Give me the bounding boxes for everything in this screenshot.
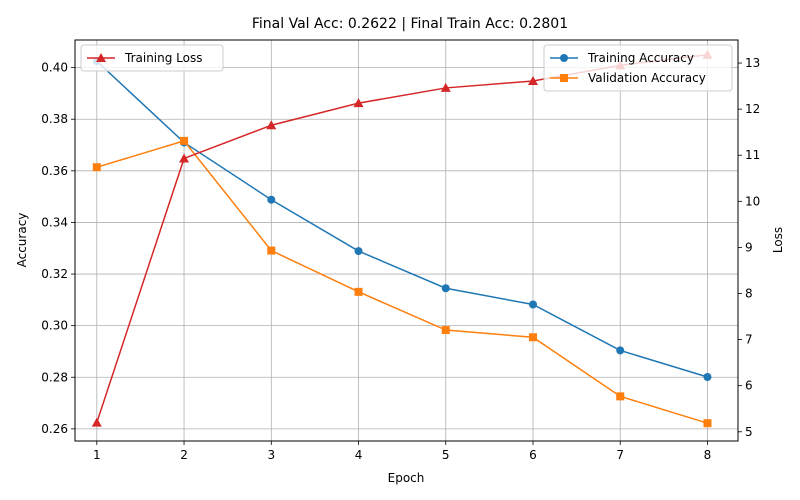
data-point: [440, 82, 451, 92]
legend-swatch-marker: [560, 74, 568, 82]
data-point: [179, 153, 190, 163]
data-point: [441, 284, 450, 293]
y-right-tick-label: 7: [745, 333, 753, 347]
legend-box: [543, 44, 733, 92]
y-left-tick-label: 0.38: [41, 112, 68, 126]
y-left-axis-label: Accuracy: [15, 213, 29, 268]
data-point: [353, 98, 364, 108]
legend-loss: Training Loss: [80, 44, 224, 72]
data-point: [92, 163, 101, 172]
data-point: [180, 136, 189, 145]
legend-label: Training Loss: [124, 51, 202, 65]
x-tick-label: 5: [442, 448, 450, 462]
data-point: [616, 346, 625, 355]
data-point: [266, 120, 277, 130]
data-point: [528, 300, 537, 309]
x-tick-label: 7: [616, 448, 624, 462]
data-point: [354, 287, 363, 296]
y-right-tick-label: 6: [745, 379, 753, 393]
legend-swatch-marker: [96, 53, 106, 62]
y-left-tick-label: 0.34: [41, 215, 68, 229]
legend-box: [80, 44, 224, 72]
series-training-accuracy: [92, 57, 712, 382]
plot-frame: [74, 39, 739, 442]
x-tick-label: 2: [180, 448, 188, 462]
data-point: [527, 76, 538, 86]
y-left-tick-label: 0.30: [41, 319, 68, 333]
x-tick-label: 6: [529, 448, 537, 462]
y-right-tick-label: 11: [745, 148, 760, 162]
series-training-loss: [91, 49, 713, 427]
y-right-tick-label: 5: [745, 425, 753, 439]
y-left-tick-label: 0.26: [41, 422, 68, 436]
legend-label: Training Accuracy: [587, 51, 694, 65]
data-point: [354, 247, 363, 256]
data-point: [616, 392, 625, 401]
y-right-tick-label: 8: [745, 287, 753, 301]
y-right-axis-label: Loss: [771, 227, 785, 253]
series-validation-accuracy: [92, 136, 712, 428]
y-left-tick-label: 0.32: [41, 267, 68, 281]
chart-title: Final Val Acc: 0.2622 | Final Train Acc:…: [252, 16, 568, 32]
y-left-tick-label: 0.36: [41, 164, 68, 178]
x-axis-ticks: 1 2 3 4 5 6 7 8: [93, 441, 711, 462]
y-right-tick-label: 12: [745, 102, 760, 116]
data-point: [703, 419, 712, 428]
x-tick-label: 3: [267, 448, 275, 462]
grid: [75, 40, 738, 441]
data-point: [441, 326, 450, 335]
y-right-tick-label: 10: [745, 194, 760, 208]
legend-label: Validation Accuracy: [588, 71, 706, 85]
x-axis-label: Epoch: [388, 471, 425, 485]
legend-accuracy: Training Accuracy Validation Accuracy: [543, 44, 733, 92]
legend-swatch-marker: [560, 54, 568, 62]
x-tick-label: 4: [355, 448, 363, 462]
y-left-tick-label: 0.40: [41, 61, 68, 75]
y-right-tick-label: 9: [745, 240, 753, 254]
series-line: [96, 54, 708, 423]
y-left-axis-ticks: 0.26 0.28 0.30 0.32 0.34 0.36 0.38 0.40: [41, 61, 75, 436]
series-layer: [91, 49, 713, 428]
x-tick-label: 8: [704, 448, 712, 462]
y-left-tick-label: 0.28: [41, 370, 68, 384]
data-point: [267, 195, 276, 204]
y-right-axis-ticks: 5 6 7 8 9 10 11 12 13: [738, 56, 760, 439]
x-tick-label: 1: [93, 448, 101, 462]
data-point: [267, 246, 276, 255]
data-point: [703, 373, 712, 382]
y-right-tick-label: 13: [745, 56, 760, 70]
series-line: [96, 60, 708, 378]
data-point: [528, 333, 537, 342]
data-point: [91, 417, 102, 427]
series-line: [96, 140, 708, 424]
